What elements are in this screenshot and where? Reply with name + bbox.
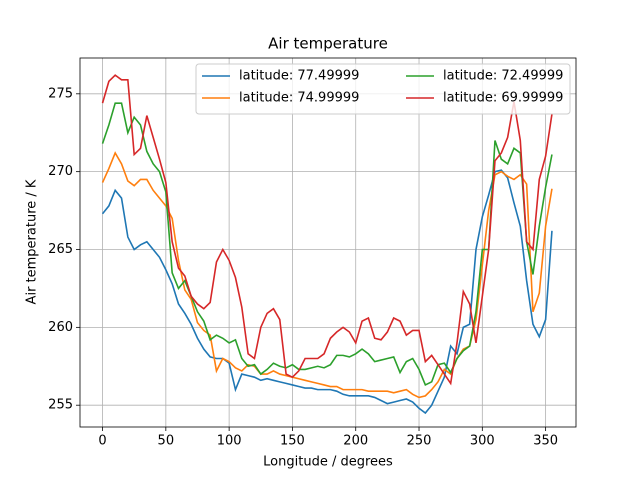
series-line — [101, 169, 553, 415]
legend-label: latitude: 69.99999 — [443, 91, 563, 106]
y-tick-label: 270 — [48, 164, 73, 179]
y-tick-label: 265 — [48, 242, 73, 257]
y-tick-label: 275 — [48, 86, 73, 101]
x-tick-label: 300 — [470, 434, 495, 449]
series-line — [101, 74, 553, 386]
legend-label: latitude: 74.99999 — [239, 91, 359, 106]
x-tick-label: 350 — [533, 434, 558, 449]
x-tick-label: 250 — [407, 434, 432, 449]
y-tick-label: 260 — [48, 320, 73, 335]
x-tick-label: 100 — [217, 434, 242, 449]
x-tick-label: 150 — [280, 434, 305, 449]
legend-label: latitude: 77.49999 — [239, 69, 359, 84]
series-line — [101, 102, 553, 387]
chart-title: Air temperature — [268, 35, 388, 53]
x-tick-label: 200 — [343, 434, 368, 449]
x-tick-label: 50 — [158, 434, 175, 449]
x-tick-label: 0 — [98, 434, 106, 449]
y-tick-label: 255 — [48, 398, 73, 413]
axes-frame — [79, 57, 577, 428]
legend-box — [195, 63, 571, 115]
series-line — [101, 151, 553, 399]
y-axis-label: Air temperature / K — [25, 179, 40, 304]
x-axis-label: Longitude / degrees — [263, 455, 393, 470]
legend-label: latitude: 72.49999 — [443, 69, 563, 84]
